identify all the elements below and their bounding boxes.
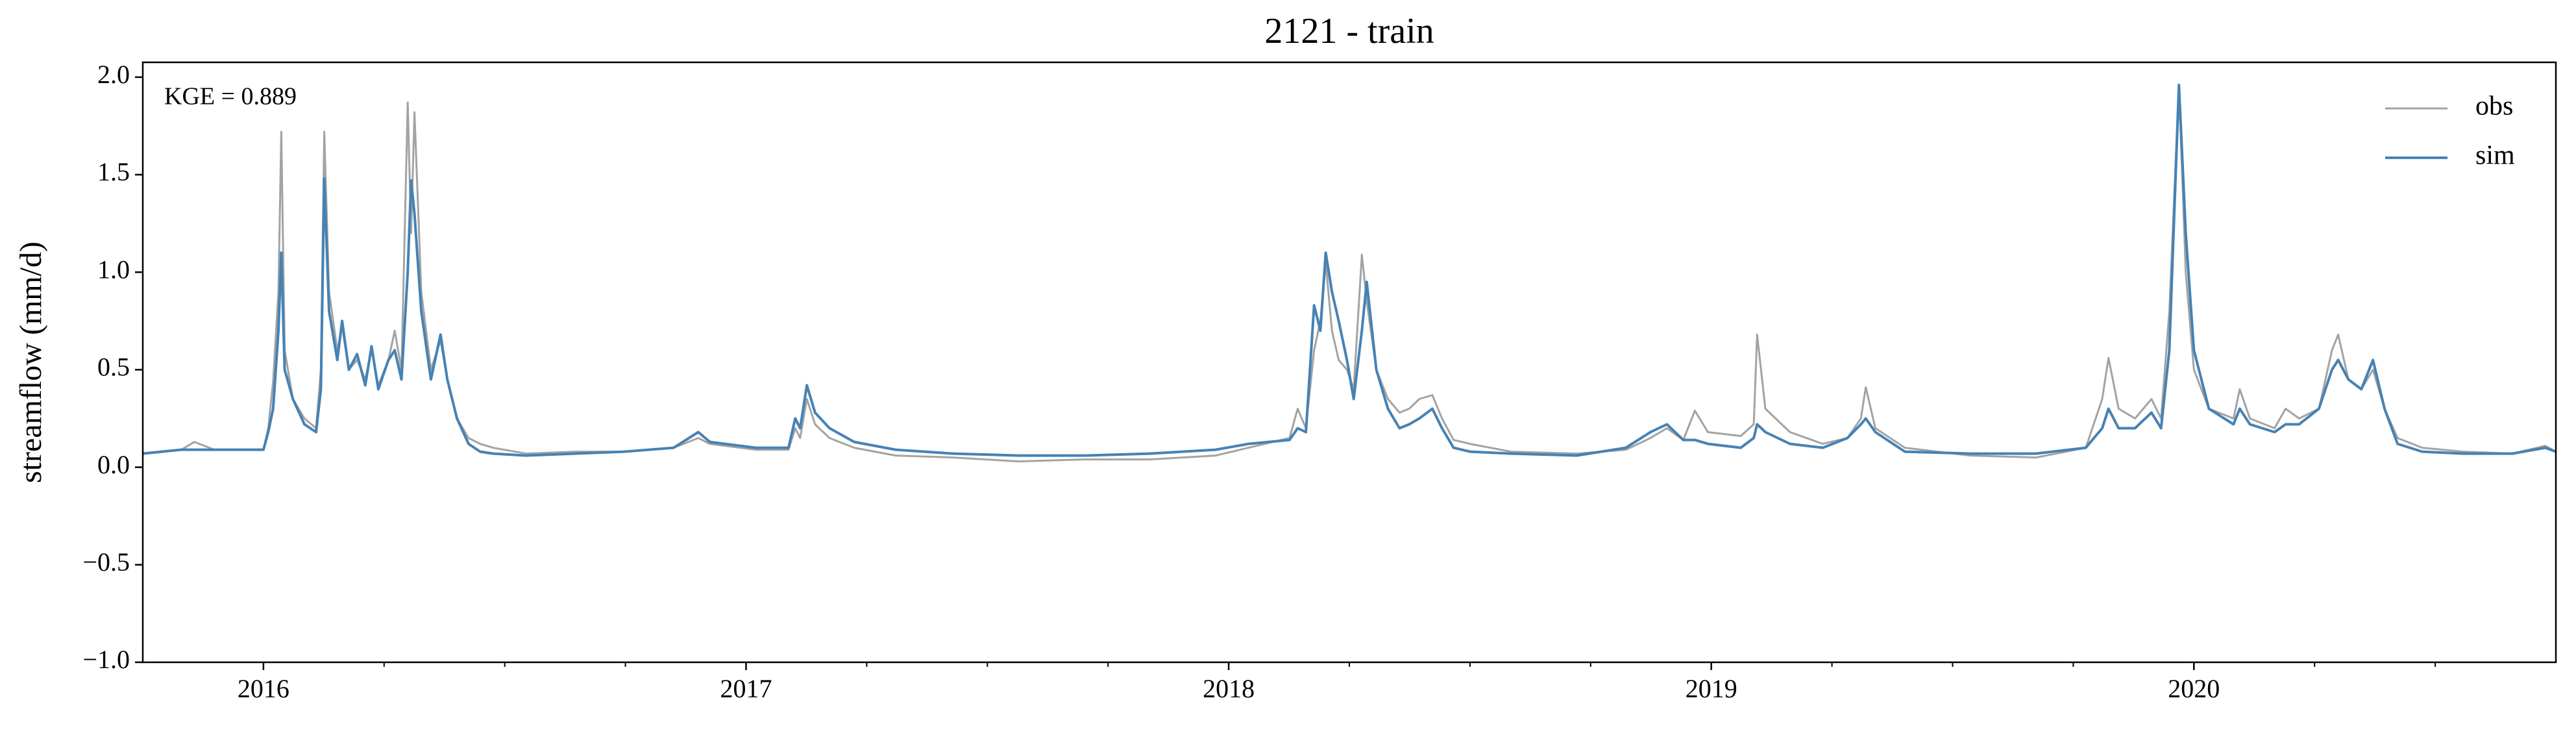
x-tick-label: 2019: [1686, 674, 1737, 703]
x-tick-label: 2020: [2168, 674, 2220, 703]
series-line: [142, 83, 2557, 457]
y-tick-label: 1.0: [97, 255, 130, 284]
legend-label: sim: [2475, 141, 2515, 171]
y-tick-label: 1.5: [97, 157, 130, 186]
legend-label: obs: [2475, 92, 2513, 121]
y-tick-label: −0.5: [82, 547, 130, 577]
y-tick-label: 0.0: [97, 450, 130, 479]
x-tick-label: 2018: [1203, 674, 1255, 703]
chart-title: 2121 - train: [1264, 11, 1434, 51]
series-line: [142, 84, 2557, 463]
y-tick-label: 0.5: [97, 353, 130, 382]
x-tick-label: 2016: [238, 674, 289, 703]
y-tick-label: −1.0: [82, 645, 130, 674]
plot-frame: [141, 61, 2557, 664]
x-tick-label: 2017: [720, 674, 772, 703]
annotation: KGE = 0.889: [164, 83, 297, 110]
y-tick-label: 2.0: [97, 60, 130, 89]
y-axis-label: streamflow (mm/d): [14, 242, 48, 483]
